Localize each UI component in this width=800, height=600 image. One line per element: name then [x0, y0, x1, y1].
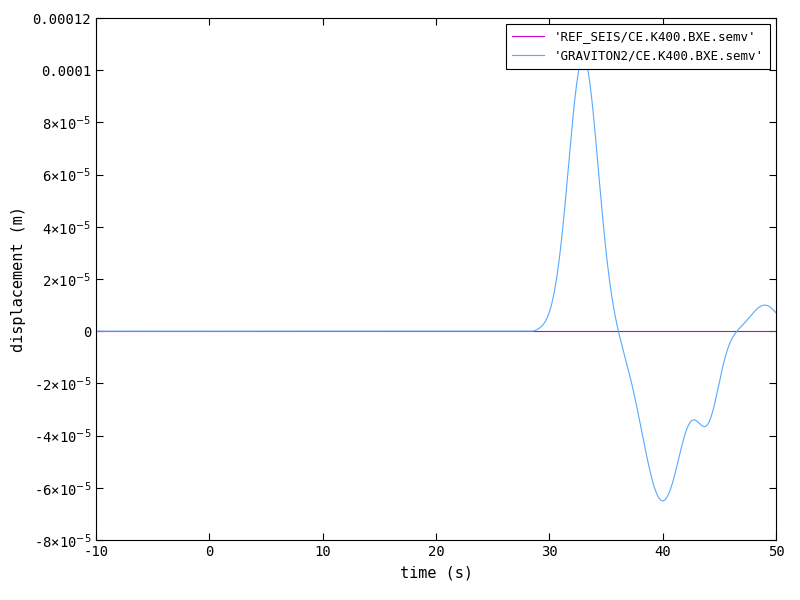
'GRAVITON2/CE.K400.BXE.semv' — [735, 324, 745, 331]
'GRAVITON2/CE.K400.BXE.semv' — [94, 328, 104, 335]
'GRAVITON2/CE.K400.BXE.semv' — [771, 309, 781, 316]
Y-axis label: displacement (m): displacement (m) — [10, 206, 26, 352]
'GRAVITON2/CE.K400.BXE.semv' — [424, 328, 434, 335]
'GRAVITON2/CE.K400.BXE.semv' — [225, 328, 234, 335]
'GRAVITON2/CE.K400.BXE.semv' — [658, 497, 667, 505]
'GRAVITON2/CE.K400.BXE.semv' — [578, 53, 588, 61]
'GRAVITON2/CE.K400.BXE.semv' — [119, 328, 129, 335]
'GRAVITON2/CE.K400.BXE.semv' — [91, 328, 101, 335]
Line: 'GRAVITON2/CE.K400.BXE.semv': 'GRAVITON2/CE.K400.BXE.semv' — [96, 57, 776, 501]
X-axis label: time (s): time (s) — [399, 566, 473, 581]
'GRAVITON2/CE.K400.BXE.semv' — [132, 328, 142, 335]
Legend: 'REF_SEIS/CE.K400.BXE.semv', 'GRAVITON2/CE.K400.BXE.semv': 'REF_SEIS/CE.K400.BXE.semv', 'GRAVITON2/… — [506, 24, 770, 69]
